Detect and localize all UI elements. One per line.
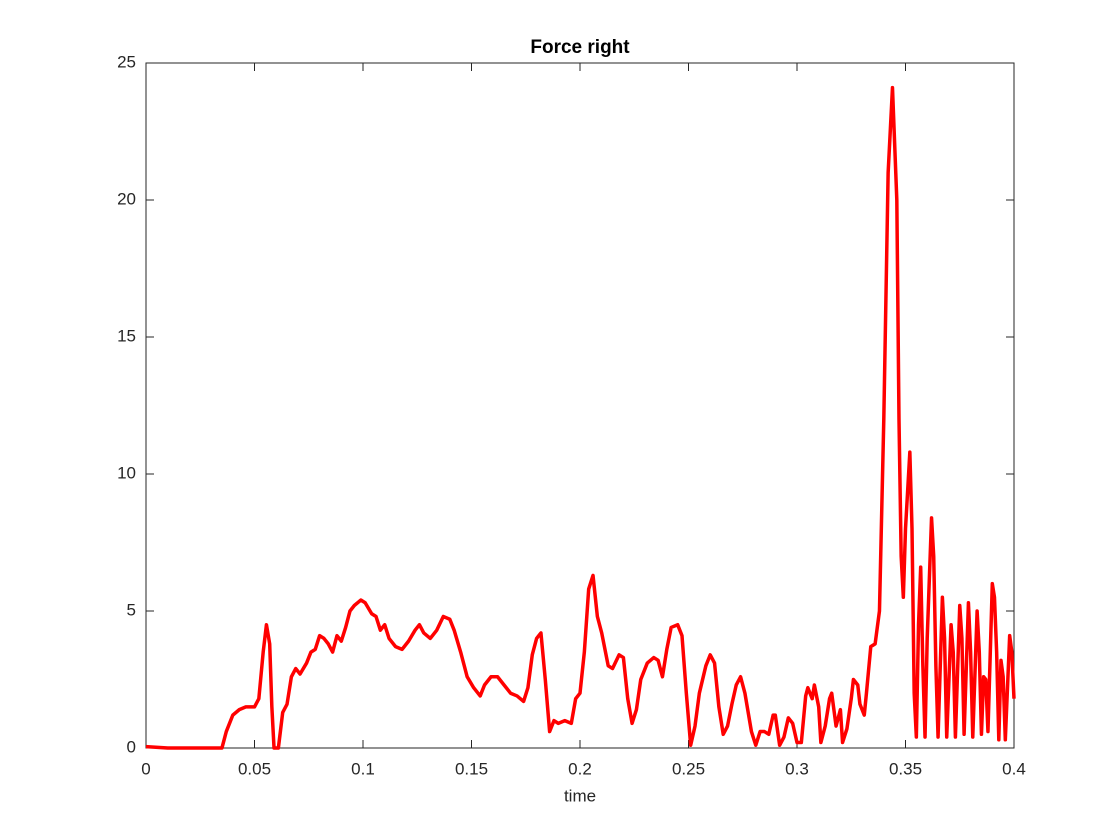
data-line	[145, 85, 1016, 750]
y-tick-label: 25	[117, 52, 136, 71]
x-tick-label: 0.25	[672, 759, 705, 778]
x-tick-label: 0.15	[455, 759, 488, 778]
x-tick-label: 0.4	[1002, 759, 1026, 778]
x-tick-label: 0.1	[351, 759, 375, 778]
y-tick-label: 0	[127, 737, 136, 756]
x-tick-label: 0.05	[238, 759, 271, 778]
y-tick-label: 10	[117, 463, 136, 482]
y-tick-label: 15	[117, 326, 136, 345]
y-tick-label: 20	[117, 189, 136, 208]
x-tick-label: 0.35	[889, 759, 922, 778]
y-tick-label: 5	[127, 600, 136, 619]
x-axis-label: time	[564, 786, 596, 805]
x-tick-label: 0.3	[785, 759, 809, 778]
x-tick-label: 0	[141, 759, 150, 778]
chart-title: Force right	[530, 37, 630, 58]
x-tick-label: 0.2	[568, 759, 592, 778]
